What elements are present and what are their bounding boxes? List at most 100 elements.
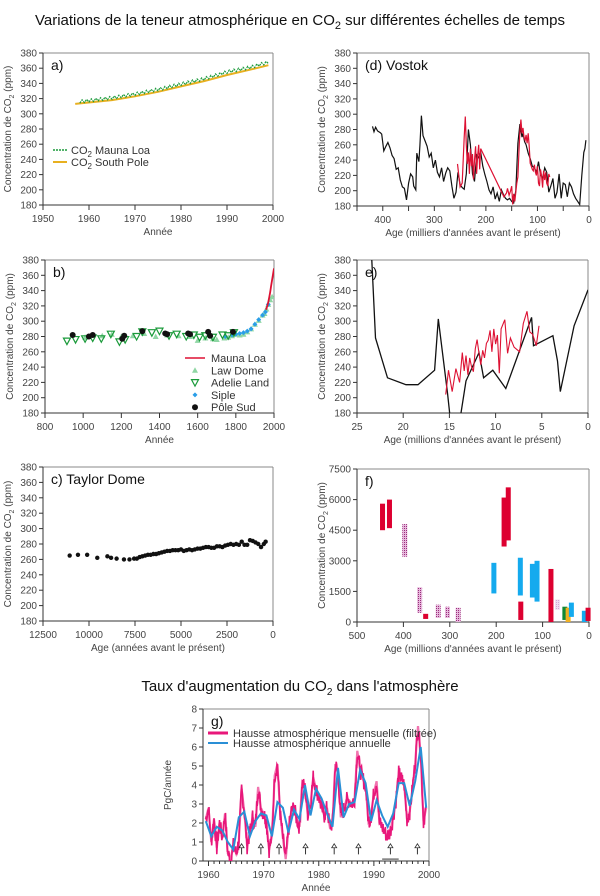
- y-tick-label: 220: [22, 378, 39, 389]
- y-tick-label: 3: [191, 800, 197, 811]
- y-tick-label: 380: [22, 256, 39, 267]
- y-axis-label-part: (ppm): [317, 482, 328, 511]
- x-tick-label: 5: [539, 422, 545, 433]
- x-tick-label: 5000: [170, 630, 193, 641]
- y-tick-label: 6000: [329, 495, 352, 506]
- x-tick-label: 400: [395, 631, 412, 642]
- marker-adelie-land: [154, 327, 165, 336]
- x-tick-label: 1200: [110, 422, 133, 433]
- y-tick-label: 180: [20, 617, 37, 628]
- y-tick-label: 300: [334, 317, 351, 328]
- range-bar: [585, 607, 591, 621]
- x-tick-label: 100: [529, 215, 546, 226]
- marker-taylor-dome: [245, 542, 250, 547]
- series-mauna-loa: [79, 60, 269, 104]
- x-tick-label: 800: [37, 422, 54, 433]
- marker-law-dome: [209, 335, 216, 342]
- range-bar: [501, 497, 507, 547]
- y-tick-label: 360: [334, 64, 351, 75]
- legend-label: CO2 Mauna Loa: [71, 145, 151, 159]
- y-tick-label: 200: [334, 186, 351, 197]
- marker-law-dome: [213, 336, 220, 343]
- y-tick-label: 260: [20, 555, 37, 566]
- y-tick-label: 240: [20, 570, 37, 581]
- legend-label: Mauna Loa: [211, 353, 267, 365]
- marker-pole-sud: [164, 331, 171, 338]
- marker-pole-sud: [89, 331, 96, 338]
- range-bar: [518, 601, 524, 620]
- x-tick-label: 1990: [216, 214, 239, 225]
- legend-label-part: CO: [71, 157, 88, 169]
- series-annual: [204, 746, 428, 853]
- y-tick-label: 1500: [329, 587, 352, 598]
- marker-adelie-land: [132, 332, 142, 342]
- y-tick-label: 240: [334, 156, 351, 167]
- legend-label: Law Dome: [211, 365, 264, 377]
- y-tick-label: 380: [20, 463, 37, 474]
- y-tick-label: 300: [20, 109, 37, 120]
- y-axis-label-sub: 2: [11, 302, 18, 306]
- y-tick-label: 320: [334, 301, 351, 312]
- y-tick-label: 240: [22, 363, 39, 374]
- x-tick-label: 12500: [29, 630, 57, 641]
- y-tick-label: 360: [334, 271, 351, 282]
- y-tick-label: 1: [191, 838, 197, 849]
- y-axis-label: Concentration de CO2 (ppm): [317, 482, 330, 609]
- y-tick-label: 360: [20, 478, 37, 489]
- marker-adelie-land: [223, 332, 233, 341]
- y-tick-label: 340: [334, 286, 351, 297]
- range-bar: [402, 524, 408, 557]
- y-tick-label: 320: [20, 94, 37, 105]
- y-axis-label-sub: 2: [9, 509, 16, 513]
- y-axis-label-part: (ppm): [3, 66, 14, 95]
- marker-adelie-land: [71, 335, 81, 345]
- marker-taylor-dome: [108, 555, 114, 561]
- y-tick-label: 0: [345, 618, 351, 629]
- main-title: Variations de la teneur atmosphérique en…: [35, 12, 565, 32]
- marker-taylor-dome: [258, 544, 264, 550]
- y-axis-label-part: Concentration de CO: [317, 99, 328, 193]
- marker-taylor-dome: [67, 553, 72, 558]
- y-tick-label: 320: [22, 301, 39, 312]
- range-bar: [417, 587, 423, 613]
- x-tick-label: 500: [349, 631, 366, 642]
- y-tick-label: 300: [334, 110, 351, 121]
- marker-pole-sud: [139, 328, 146, 335]
- panel-label: c) Taylor Dome: [51, 471, 145, 487]
- x-tick-label: 0: [585, 422, 591, 433]
- y-tick-label: 200: [20, 601, 37, 612]
- legend-label: Adelie Land: [211, 378, 269, 390]
- legend-label-part: Mauna Loa: [92, 145, 151, 157]
- y-tick-label: 7500: [329, 465, 352, 476]
- y-axis-label-part: Concentration de CO: [5, 306, 16, 400]
- y-tick-label: 180: [22, 409, 39, 420]
- marker-siple: [252, 321, 258, 327]
- legend-label: Siple: [211, 390, 235, 402]
- y-tick-label: 340: [22, 286, 39, 297]
- marker-siple: [248, 326, 254, 332]
- y-tick-label: 380: [20, 49, 37, 60]
- y-tick-label: 280: [334, 125, 351, 136]
- legend-marker-siple: [192, 392, 198, 398]
- marker-adelie-land: [172, 330, 182, 339]
- x-tick-label: 2000: [262, 214, 285, 225]
- marker-siple: [256, 317, 262, 323]
- y-tick-label: 2: [191, 819, 197, 830]
- y-axis-label-part: (ppm): [317, 273, 328, 302]
- marker-law-dome: [108, 331, 115, 337]
- y-tick-label: 8: [191, 705, 197, 716]
- y-tick-label: 220: [334, 378, 351, 389]
- panel-label: e): [365, 264, 377, 280]
- event-arrow-head: [257, 842, 265, 849]
- y-tick-label: 360: [20, 64, 37, 75]
- legend-label-sub: 2: [88, 150, 93, 159]
- marker-taylor-dome: [121, 557, 127, 562]
- event-arrow-head: [414, 842, 421, 849]
- x-tick-label: 25: [351, 422, 363, 433]
- panel-label: g): [211, 713, 223, 729]
- y-tick-label: 220: [334, 171, 351, 182]
- x-tick-label: 200: [488, 631, 505, 642]
- x-tick-label: 1970: [124, 214, 147, 225]
- marker-taylor-dome: [239, 539, 244, 544]
